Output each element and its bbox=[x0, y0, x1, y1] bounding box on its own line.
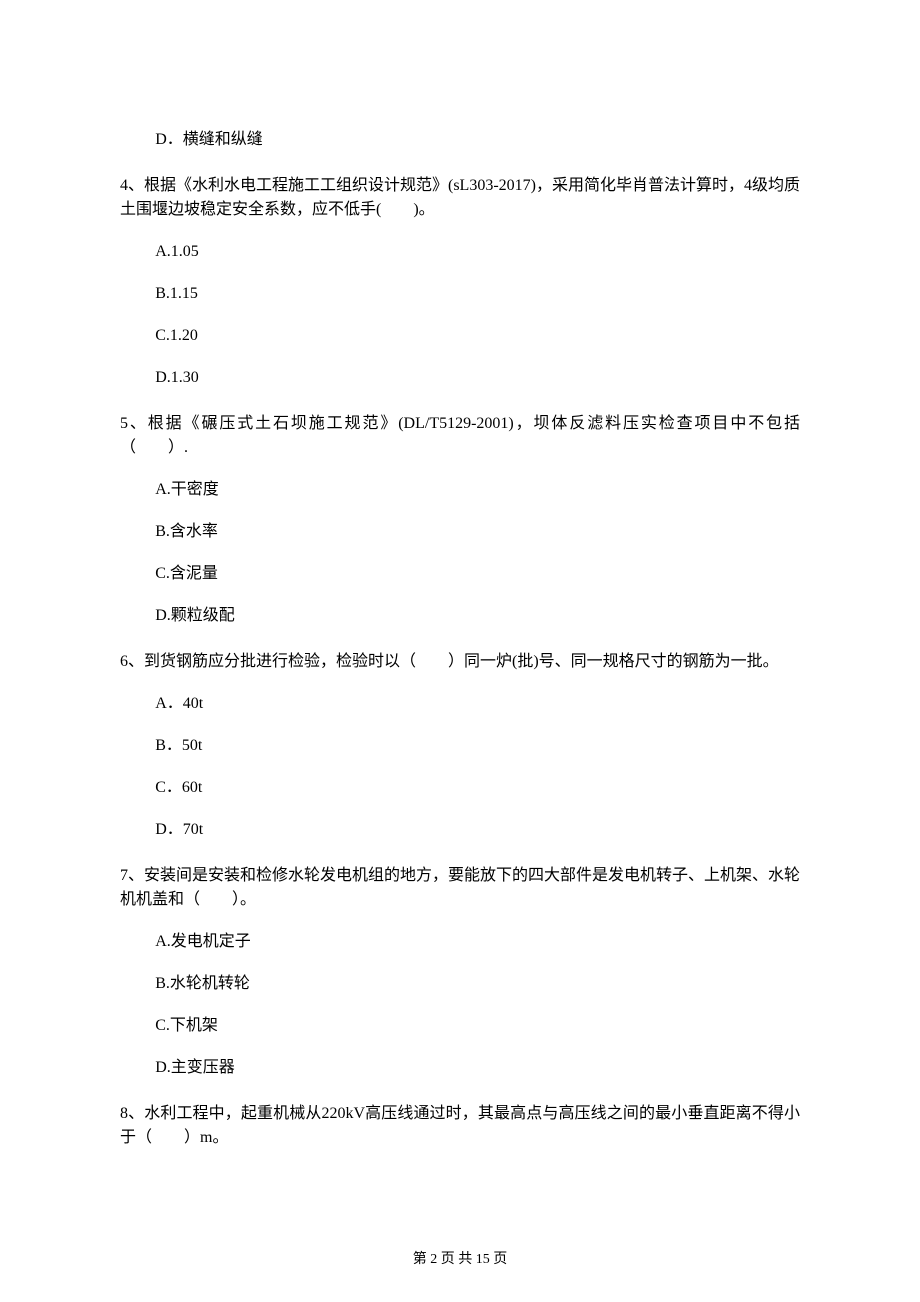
page-footer: 第 2 页 共 15 页 bbox=[0, 1249, 920, 1270]
question-5-stem: 5、根据《碾压式土石坝施工规范》(DL/T5129-2001)，坝体反滤料压实检… bbox=[120, 412, 800, 460]
question-4-option-b: B.1.15 bbox=[120, 282, 800, 306]
question-5-option-a: A.干密度 bbox=[120, 478, 800, 502]
question-7-option-b: B.水轮机转轮 bbox=[120, 972, 800, 996]
question-5-option-b: B.含水率 bbox=[120, 520, 800, 544]
question-6-stem: 6、到货钢筋应分批进行检验，检验时以（ ）同一炉(批)号、同一规格尺寸的钢筋为一… bbox=[120, 650, 800, 674]
question-5-option-d: D.颗粒级配 bbox=[120, 604, 800, 628]
question-6-option-b: B．50t bbox=[120, 734, 800, 758]
question-6-option-d: D．70t bbox=[120, 818, 800, 842]
question-6-option-c: C．60t bbox=[120, 776, 800, 800]
question-7-option-a: A.发电机定子 bbox=[120, 930, 800, 954]
question-8-stem: 8、水利工程中，起重机械从220kV高压线通过时，其最高点与高压线之间的最小垂直… bbox=[120, 1102, 800, 1150]
question-7-option-d: D.主变压器 bbox=[120, 1056, 800, 1080]
question-4-stem: 4、根据《水利水电工程施工工组织设计规范》(sL303-2017)，采用简化毕肖… bbox=[120, 174, 800, 222]
question-4-option-a: A.1.05 bbox=[120, 240, 800, 264]
question-4-option-c: C.1.20 bbox=[120, 324, 800, 348]
question-6-option-a: A．40t bbox=[120, 692, 800, 716]
question-7-option-c: C.下机架 bbox=[120, 1014, 800, 1038]
previous-question-option-d: D．横缝和纵缝 bbox=[120, 128, 800, 152]
question-7-stem: 7、安装间是安装和检修水轮发电机组的地方，要能放下的四大部件是发电机转子、上机架… bbox=[120, 864, 800, 912]
question-4-option-d: D.1.30 bbox=[120, 366, 800, 390]
question-5-option-c: C.含泥量 bbox=[120, 562, 800, 586]
